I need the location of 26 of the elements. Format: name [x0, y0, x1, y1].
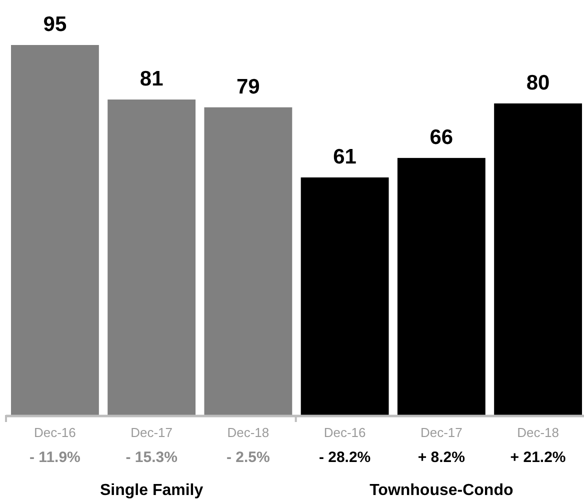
- bar: [204, 107, 292, 415]
- bar: [108, 100, 196, 415]
- text: + 21.2%: [510, 449, 566, 466]
- bar: [494, 103, 582, 415]
- text: - 11.9%: [30, 449, 80, 466]
- bar: [397, 158, 486, 415]
- text: - 2.5%: [226, 449, 270, 466]
- text: Single Family: [100, 482, 204, 499]
- x-tick-label: Dec-16: [34, 425, 76, 440]
- text: - 28.2%: [318, 449, 371, 466]
- text: Townhouse-Condo: [370, 482, 514, 499]
- data-label: 95: [43, 13, 67, 36]
- x-tick-label: Dec-18: [517, 425, 559, 440]
- data-label: 80: [526, 71, 550, 94]
- data-label: 66: [430, 126, 454, 149]
- text: + 8.2%: [418, 449, 465, 466]
- bar: [300, 177, 389, 415]
- data-label: 79: [236, 75, 260, 98]
- text: - 15.3%: [126, 449, 178, 466]
- bar: [11, 45, 99, 415]
- data-label: 81: [140, 68, 164, 91]
- x-tick-label: Dec-17: [130, 425, 173, 440]
- x-tick-label: Dec-18: [227, 425, 270, 440]
- x-tick-label: Dec-17: [420, 425, 462, 440]
- data-label: 61: [333, 145, 357, 168]
- x-tick-label: Dec-16: [324, 425, 366, 440]
